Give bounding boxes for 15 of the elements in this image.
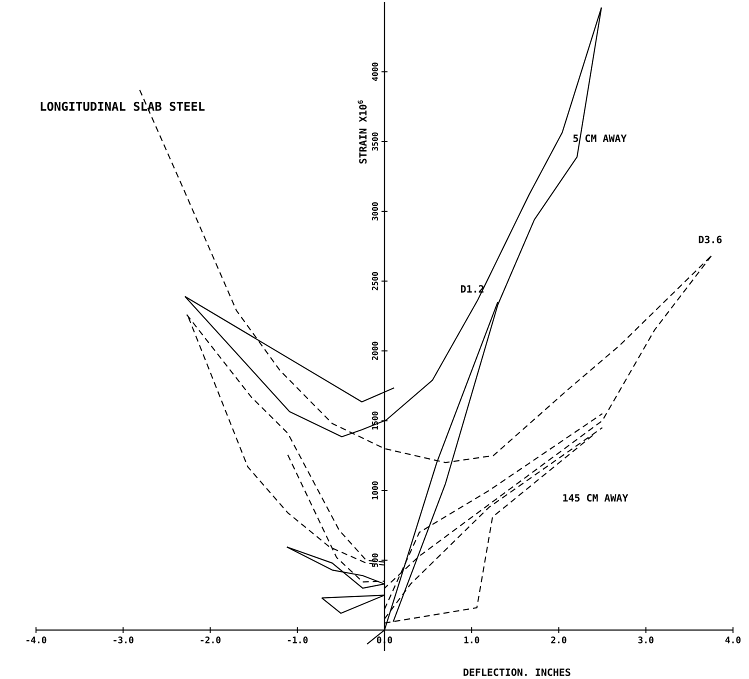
x-tick-label: 4.0	[725, 636, 741, 644]
annotation: D3.6	[698, 236, 722, 244]
x-tick-label: -3.0	[114, 636, 134, 644]
x-tick-label: 2.0	[551, 636, 566, 644]
x-tick-label: -1.0	[288, 636, 308, 644]
x-tick-label: 3.0	[638, 636, 654, 644]
x-tick-label: -4.0	[26, 636, 46, 644]
annotation: 145 CM AWAY	[563, 494, 628, 502]
annotation: 5 CM AWAY	[573, 134, 627, 142]
annotation: D1.2	[460, 285, 484, 292]
text: LONGITUDINAL SLAB STEEL	[40, 102, 205, 111]
x-tick-label: 1.0	[464, 636, 480, 644]
x-axis-title: DEFLECTION. INCHES	[464, 668, 570, 676]
y-axis-title: STRAIN X10$^{6}$	[358, 100, 367, 164]
x-tick-label: -2.0	[200, 636, 221, 644]
